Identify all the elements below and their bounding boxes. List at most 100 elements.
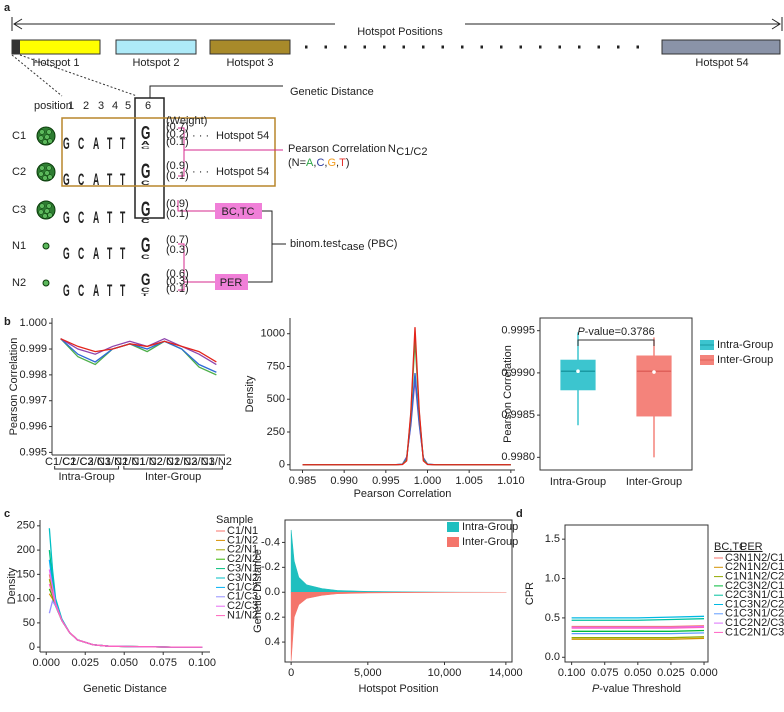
legend-label: C1C3N2/C2N1 bbox=[725, 598, 784, 610]
cell bbox=[44, 208, 50, 214]
x-tick-label: 0.050 bbox=[624, 667, 652, 679]
x-axis-title: P-value Threshold bbox=[592, 683, 681, 695]
n-note-part: , bbox=[324, 157, 327, 169]
logo-letter: A bbox=[93, 244, 99, 263]
series-line bbox=[48, 574, 203, 648]
plot-frame bbox=[539, 317, 693, 471]
series-line bbox=[302, 327, 511, 466]
series-line bbox=[571, 615, 705, 619]
y-tick-label: 0.4 bbox=[265, 636, 280, 648]
annotation-bracket bbox=[577, 339, 655, 346]
hotspot-segment bbox=[12, 40, 20, 54]
series-line bbox=[571, 625, 705, 628]
logo-letter: C bbox=[141, 287, 150, 294]
cell bbox=[42, 139, 48, 145]
bc-tc: BC,TC bbox=[222, 206, 255, 218]
position-number: 3 bbox=[98, 100, 104, 112]
hotspot-label: Hotspot 54 bbox=[695, 57, 748, 69]
weight: (0.6) bbox=[166, 268, 189, 280]
position-number: 6 bbox=[145, 100, 151, 112]
legend-label: C1/C3 bbox=[227, 591, 258, 603]
x-tick-label: C1/N2 bbox=[132, 456, 163, 468]
test-lines bbox=[248, 210, 286, 283]
position-number: 5 bbox=[125, 100, 131, 112]
logo-letter: T bbox=[120, 134, 126, 153]
y-tick-label: 0.9985 bbox=[501, 409, 535, 421]
cell bbox=[47, 138, 53, 144]
logo-letter: C bbox=[141, 180, 150, 187]
distance-label: Genetic Distance bbox=[290, 86, 374, 98]
series-line bbox=[571, 618, 705, 621]
logo-letter: T bbox=[141, 293, 149, 297]
x-tick-label: 0.075 bbox=[149, 657, 177, 669]
x-tick-label: 1.010 bbox=[497, 475, 525, 487]
cell bbox=[47, 212, 53, 218]
logo-letter: G bbox=[63, 208, 70, 227]
logo-letter: A bbox=[93, 170, 99, 189]
zoom-lines bbox=[11, 54, 138, 97]
position-label: position bbox=[34, 100, 72, 112]
logo-letter: G bbox=[63, 134, 70, 153]
n-note-part: , bbox=[336, 157, 339, 169]
y-tick-label: 0.9990 bbox=[501, 367, 535, 379]
logo-letter: G bbox=[63, 244, 70, 263]
x-tick-label: 10,000 bbox=[428, 667, 462, 679]
title-bg bbox=[335, 14, 465, 34]
hotspot-note: Hotspot 54 bbox=[216, 166, 269, 178]
logo-letter: C bbox=[78, 208, 84, 227]
logo-letter: C bbox=[141, 146, 151, 150]
y-tick-label: 0.998 bbox=[19, 369, 47, 381]
y-tick-label: 500 bbox=[267, 393, 285, 405]
logo-letter: C bbox=[78, 244, 84, 263]
sample-name: C2 bbox=[12, 166, 26, 178]
position-number: 4 bbox=[112, 100, 118, 112]
annotation: P-value=0.3786 bbox=[577, 326, 654, 338]
cell bbox=[46, 203, 52, 209]
x-tick-label: 0.100 bbox=[558, 667, 586, 679]
logo-letter: G bbox=[63, 281, 70, 300]
binom-sub: case bbox=[341, 241, 364, 253]
logo-letter: A bbox=[141, 140, 150, 146]
per: PER bbox=[220, 277, 243, 289]
x-tick-label: C3/N2 bbox=[201, 456, 232, 468]
sample-name: N2 bbox=[12, 277, 26, 289]
logo-letter: G bbox=[141, 271, 150, 289]
legend-label: C2C3N2/C1N1 bbox=[725, 580, 784, 592]
y-tick-label: 200 bbox=[17, 544, 35, 556]
legend-swatch bbox=[447, 537, 459, 547]
series-line bbox=[48, 599, 203, 648]
y-axis-title: Pearson Correlation bbox=[502, 345, 514, 443]
weight: (0.7) bbox=[166, 234, 189, 246]
box bbox=[636, 355, 672, 417]
cell bbox=[42, 279, 50, 287]
y-tick-label: 0.2 bbox=[265, 611, 280, 623]
x-tick-label: C2/N1 bbox=[149, 456, 180, 468]
x-tick-label: 5,000 bbox=[354, 667, 382, 679]
x-tick-label: C2/N2 bbox=[166, 456, 197, 468]
x-tick-label: C3/N1 bbox=[183, 456, 214, 468]
series-line bbox=[48, 528, 203, 648]
logo-letter: A bbox=[93, 134, 99, 153]
cell bbox=[42, 242, 50, 250]
binom-label: binom.test bbox=[290, 238, 341, 250]
series-line bbox=[60, 338, 217, 373]
legend-title: Sample bbox=[216, 514, 253, 526]
x-axis-title: Pearson Correlation bbox=[354, 488, 452, 500]
mean bbox=[652, 370, 656, 374]
legend-label: C1/C2 bbox=[227, 581, 258, 593]
weight: (0.2) bbox=[166, 128, 189, 140]
plot-frame bbox=[284, 519, 513, 663]
axis-arrows bbox=[11, 17, 783, 31]
weight: (0.9) bbox=[166, 198, 189, 210]
x-tick-label: C1/C2 bbox=[45, 456, 76, 468]
logo-letter: T bbox=[107, 244, 113, 263]
binom-after: (PBC) bbox=[368, 238, 398, 250]
series-line bbox=[571, 637, 705, 640]
y-tick-label: 0.0 bbox=[265, 586, 280, 598]
x-axis-title: Genetic Distance bbox=[83, 683, 167, 695]
y-tick-label: 1.5 bbox=[545, 533, 560, 545]
series-line bbox=[48, 559, 203, 648]
y-tick-label: 0.9995 bbox=[501, 325, 535, 337]
x-tick-label: 0.000 bbox=[32, 657, 60, 669]
